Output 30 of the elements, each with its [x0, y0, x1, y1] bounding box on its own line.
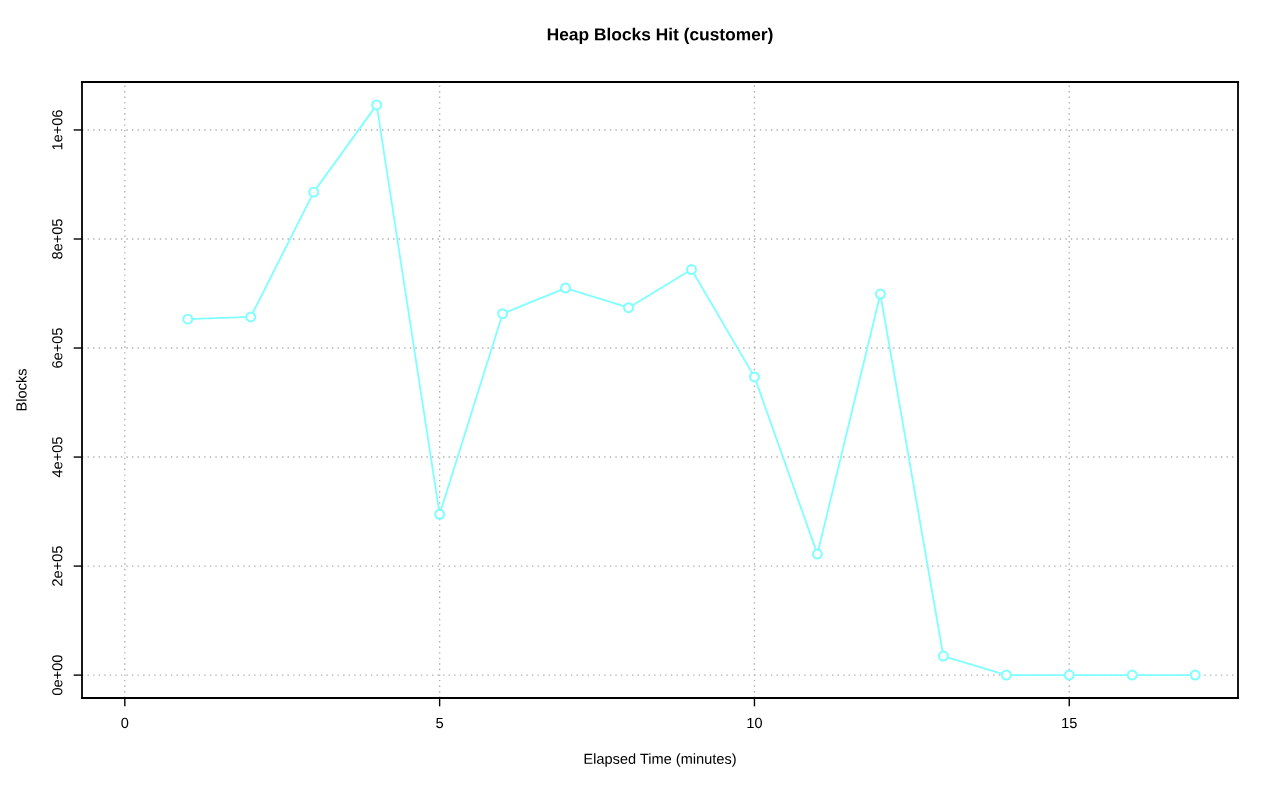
- y-tick-label: 2e+05: [52, 546, 63, 586]
- point: [1189, 669, 1201, 681]
- point: [811, 548, 823, 560]
- point: [623, 302, 634, 314]
- point: [686, 264, 697, 276]
- point: [560, 282, 572, 294]
- x-axis-title: Elapsed Time (minutes): [584, 753, 736, 767]
- x-tick-label: 10: [747, 717, 762, 729]
- point: [182, 313, 194, 325]
- y-tick-label: 1e+06: [52, 110, 63, 150]
- x-tick-label: 5: [436, 717, 444, 729]
- y-tick-label: 8e+05: [52, 219, 63, 259]
- point: [748, 371, 760, 383]
- chart-title: Heap Blocks Hit (customer): [547, 27, 773, 44]
- x-tick-label: 15: [1062, 717, 1077, 729]
- point: [371, 99, 383, 111]
- point: [937, 650, 949, 662]
- y-tick-label: 6e+05: [52, 328, 63, 368]
- point: [245, 311, 257, 323]
- point: [1126, 669, 1138, 681]
- point: [497, 308, 509, 320]
- point: [1063, 669, 1075, 681]
- point: [308, 186, 320, 198]
- point: [1000, 669, 1012, 681]
- point: [434, 508, 446, 520]
- y-tick-label: 4e+05: [52, 437, 63, 478]
- y-axis-title: Blocks: [15, 369, 27, 411]
- point: [874, 288, 886, 300]
- y-tick-label: 0e+00: [52, 655, 63, 696]
- x-tick-label: 0: [121, 717, 129, 729]
